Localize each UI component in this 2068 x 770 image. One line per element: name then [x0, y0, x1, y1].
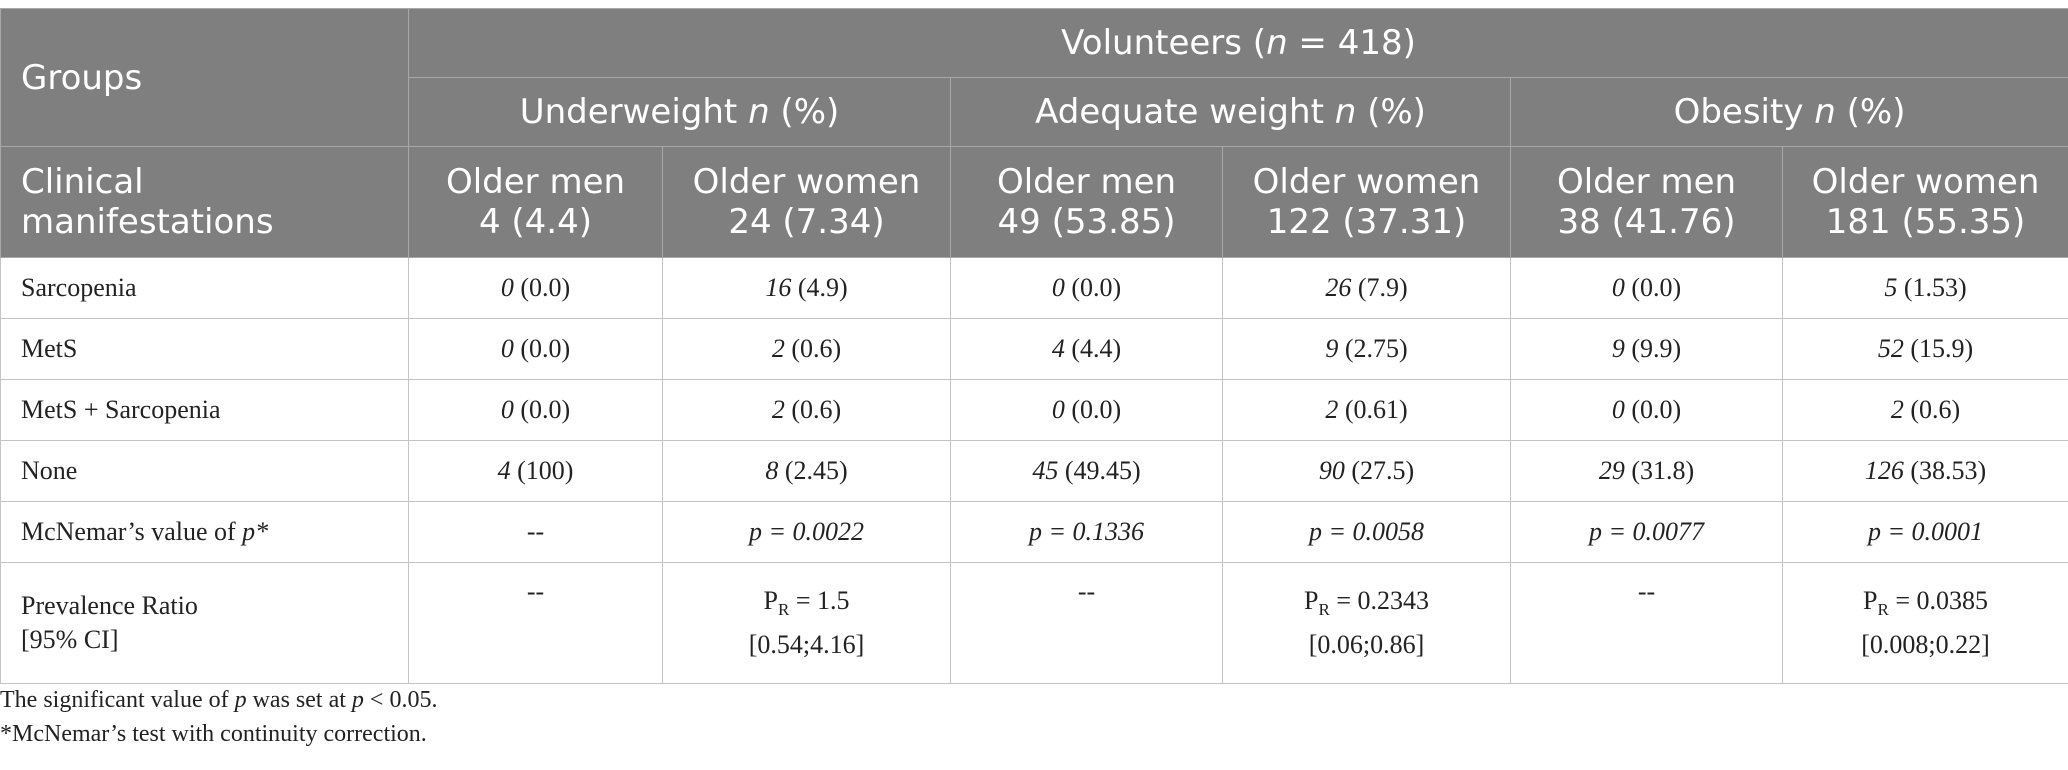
table-row: MetS 0 (0.0) 2 (0.6) 4 (4.4) 9 (2.75) 9 … — [0, 318, 2068, 380]
table-cell: 52 (15.9) — [1781, 318, 2068, 380]
table-cell: -- — [408, 501, 663, 563]
table-cell: -- — [1510, 562, 1783, 684]
table-cell: p = 0.1336 — [950, 501, 1223, 563]
table-cell: 29 (31.8) — [1510, 440, 1783, 502]
table-cell: 2 (0.6) — [1781, 379, 2068, 441]
footnote-mcnemar: *McNemar’s test with continuity correcti… — [0, 721, 427, 747]
table-cell: p = 0.0077 — [1510, 501, 1783, 563]
table-cell: p = 0.0022 — [662, 501, 951, 563]
table-cell: 9 (2.75) — [1222, 318, 1511, 380]
table-row: Sarcopenia 0 (0.0) 16 (4.9) 0 (0.0) 26 (… — [0, 257, 2068, 319]
results-table: Groups Volunteers (n = 418) Underweight … — [0, 8, 2068, 684]
table-cell: 4 (4.4) — [950, 318, 1223, 380]
volunteers-header: Volunteers (n = 418) — [407, 8, 2068, 78]
table-row: None 4 (100) 8 (2.45) 45 (49.45) 90 (27.… — [0, 440, 2068, 502]
table-cell: PR = 0.0385 [0.008;0.22] — [1781, 562, 2068, 684]
row-label: None — [0, 440, 409, 502]
header-row-3: Clinical manifestations Older men 4 (4.4) … — [0, 146, 2068, 258]
table-cell: -- — [408, 562, 663, 684]
table-cell: 0 (0.0) — [950, 257, 1223, 319]
groups-header: Groups — [0, 8, 409, 147]
table-cell: 16 (4.9) — [662, 257, 951, 319]
table-cell: p = 0.0058 — [1222, 501, 1511, 563]
prevalence-row: Prevalence Ratio [95% CI] -- PR = 1.5 [0.5… — [0, 562, 2068, 684]
table-cell: 2 (0.61) — [1222, 379, 1511, 441]
row-label: MetS — [0, 318, 409, 380]
table-cell: 0 (0.0) — [950, 379, 1223, 441]
table-cell: 2 (0.6) — [662, 318, 951, 380]
table-cell: 8 (2.45) — [662, 440, 951, 502]
table-cell: 2 (0.6) — [662, 379, 951, 441]
table-footnotes: The significant value of p was set at p … — [0, 683, 437, 751]
table-cell: 0 (0.0) — [408, 257, 663, 319]
table-cell: 126 (38.53) — [1781, 440, 2068, 502]
table-cell: 26 (7.9) — [1222, 257, 1511, 319]
mcnemar-row: McNemar’s value of p* -- p = 0.0022 p = … — [0, 501, 2068, 563]
table-cell: PR = 1.5 [0.54;4.16] — [662, 562, 951, 684]
data-table-container: Groups Volunteers (n = 418) Underweight … — [0, 8, 2068, 684]
clinical-manifestations-header: Clinical manifestations — [0, 146, 409, 258]
table-cell: 5 (1.53) — [1781, 257, 2068, 319]
subgroup-header: Older men 4 (4.4) — [408, 146, 663, 258]
table-cell: p = 0.0001 — [1781, 501, 2068, 563]
row-label: Prevalence Ratio [95% CI] — [0, 562, 409, 684]
table-cell: 0 (0.0) — [1510, 379, 1783, 441]
subgroup-header: Older women 181 (55.35) — [1781, 146, 2068, 258]
category-header-adequate: Adequate weight n (%) — [950, 77, 1511, 147]
table-cell: 0 (0.0) — [408, 379, 663, 441]
subgroup-header: Older women 24 (7.34) — [662, 146, 951, 258]
category-header-underweight: Underweight n (%) — [408, 77, 951, 147]
subgroup-header: Older men 49 (53.85) — [950, 146, 1223, 258]
table-cell: 90 (27.5) — [1222, 440, 1511, 502]
table-cell: 9 (9.9) — [1510, 318, 1783, 380]
table-cell: 4 (100) — [408, 440, 663, 502]
subgroup-header: Older men 38 (41.76) — [1510, 146, 1783, 258]
footnote-significance: The significant value of p was set at p … — [0, 687, 438, 713]
header-row-2: Underweight n (%) Adequate weight n (%) … — [1, 77, 2068, 147]
header-row-1: Groups Volunteers (n = 418) — [0, 8, 2068, 147]
table-cell: -- — [950, 562, 1223, 684]
table-cell: 0 (0.0) — [1510, 257, 1783, 319]
table-cell: 45 (49.45) — [950, 440, 1223, 502]
subgroup-header: Older women 122 (37.31) — [1222, 146, 1511, 258]
category-header-obesity: Obesity n (%) — [1509, 77, 2068, 147]
row-label: Sarcopenia — [0, 257, 409, 319]
table-row: MetS + Sarcopenia 0 (0.0) 2 (0.6) 0 (0.0… — [0, 379, 2068, 441]
row-label: McNemar’s value of p* — [0, 501, 409, 563]
row-label: MetS + Sarcopenia — [0, 379, 409, 441]
table-cell: 0 (0.0) — [408, 318, 663, 380]
table-cell: PR = 0.2343 [0.06;0.86] — [1222, 562, 1511, 684]
